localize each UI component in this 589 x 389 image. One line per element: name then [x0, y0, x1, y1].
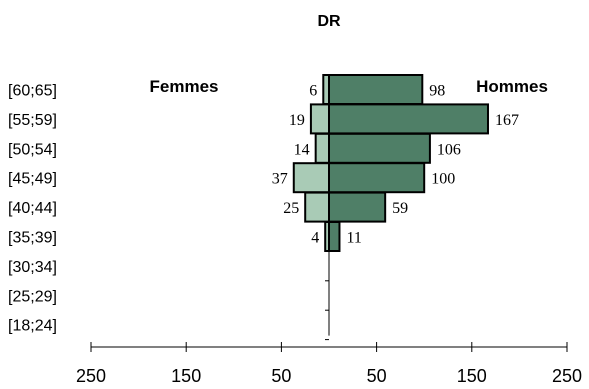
category-label: [45;49] [8, 171, 57, 188]
category-label: [50;54] [8, 141, 57, 158]
bar-hommes [328, 191, 387, 223]
x-tick-label: 150 [171, 366, 201, 386]
category-label: [25;29] [8, 288, 57, 305]
category-label: [55;59] [8, 112, 57, 129]
x-tick-label: 250 [76, 366, 106, 386]
category-label: [60;65] [8, 83, 57, 100]
bar-hommes [328, 74, 424, 105]
data-label-femmes: 4 [311, 230, 319, 247]
legend-femmes: Femmes [150, 77, 219, 96]
data-label-femmes: 19 [289, 112, 305, 129]
data-label-hommes: 167 [495, 112, 519, 129]
bar-hommes [328, 221, 341, 252]
data-label-femmes: 6 [309, 83, 317, 100]
data-label-femmes: 37 [272, 171, 288, 188]
data-label-hommes: 100 [431, 171, 455, 188]
bar-femmes [304, 191, 331, 223]
data-label-femmes: 25 [283, 200, 299, 217]
data-label-femmes: 14 [294, 141, 310, 158]
data-label-hommes: 98 [429, 83, 445, 100]
legend-hommes: Hommes [476, 77, 548, 96]
x-tick-label: 50 [271, 366, 291, 386]
data-label-hommes: 106 [437, 141, 461, 158]
bar-hommes [328, 132, 431, 164]
category-label: [18;24] [8, 318, 57, 335]
data-label-hommes: 59 [392, 200, 408, 217]
chart-title: DR [317, 13, 341, 30]
bar-hommes [328, 103, 489, 135]
x-tick-label: 250 [552, 366, 582, 386]
bar-femmes [314, 132, 330, 164]
bar-hommes [328, 162, 426, 194]
bar-femmes [292, 162, 330, 194]
bar-femmes [309, 103, 330, 135]
category-label: [35;39] [8, 230, 57, 247]
category-label: [40;44] [8, 200, 57, 217]
x-tick-label: 50 [367, 366, 387, 386]
data-label-hommes: 11 [346, 230, 361, 247]
x-tick-label: 150 [457, 366, 487, 386]
category-label: [30;34] [8, 259, 57, 276]
